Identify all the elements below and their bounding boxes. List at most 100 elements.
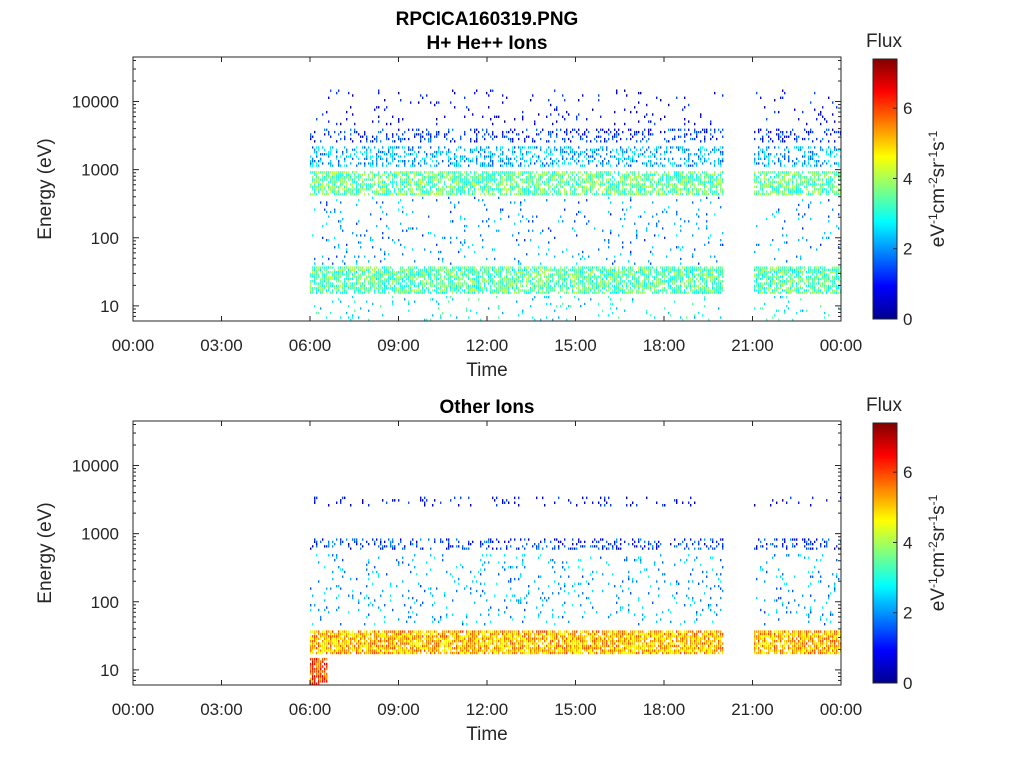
flux-cell <box>408 137 410 141</box>
flux-cell <box>722 268 724 271</box>
flux-cell <box>482 291 484 294</box>
flux-cell <box>348 280 350 283</box>
flux-cell <box>380 268 382 271</box>
flux-cell <box>832 291 834 294</box>
flux-cell <box>500 171 502 174</box>
flux-cell <box>510 188 512 191</box>
flux-cell <box>604 266 606 269</box>
flux-cell <box>578 280 580 283</box>
flux-cell <box>356 183 358 186</box>
flux-cell <box>578 273 580 276</box>
flux-cell <box>466 185 468 188</box>
flux-cell <box>808 157 810 160</box>
flux-cell <box>580 164 582 167</box>
flux-cell <box>654 148 656 151</box>
flux-cell <box>602 164 604 167</box>
flux-cell <box>800 180 802 184</box>
flux-cell <box>588 277 590 281</box>
flux-cell <box>606 173 608 176</box>
flux-cell <box>368 146 370 149</box>
flux-cell <box>690 271 692 274</box>
flux-cell <box>520 282 522 285</box>
flux-cell <box>758 271 760 274</box>
flux-cell <box>614 190 616 193</box>
flux-cell <box>462 282 464 285</box>
flux-cell <box>800 183 802 186</box>
flux-cell <box>676 280 678 283</box>
flux-cell <box>344 282 346 285</box>
flux-cell <box>450 287 452 290</box>
flux-cell <box>462 271 464 274</box>
flux-cell <box>420 135 422 138</box>
flux-cell <box>434 266 436 269</box>
flux-cell <box>450 171 452 174</box>
flux-cell <box>498 291 500 294</box>
flux-cell <box>606 146 608 149</box>
flux-cell <box>684 176 686 179</box>
flux-cell <box>470 128 472 131</box>
flux-cell <box>386 280 388 283</box>
flux-cell <box>492 171 494 174</box>
flux-cell <box>716 268 718 271</box>
flux-cell <box>688 164 690 167</box>
flux-cell <box>586 271 588 274</box>
flux-cell <box>512 171 514 174</box>
flux-cell <box>712 271 714 274</box>
flux-cell <box>808 277 810 281</box>
flux-cell <box>378 180 380 184</box>
flux-cell <box>422 190 424 193</box>
flux-cell <box>458 287 460 290</box>
flux-cell <box>574 160 576 163</box>
flux-cell <box>386 133 388 136</box>
flux-cell <box>430 178 432 181</box>
flux-cell <box>714 148 716 151</box>
flux-cell <box>722 271 724 274</box>
flux-cell <box>358 291 360 294</box>
flux-cell <box>312 273 314 276</box>
flux-cell <box>482 180 484 184</box>
flux-cell <box>778 146 780 149</box>
flux-cell <box>806 192 808 196</box>
flux-cell <box>418 173 420 176</box>
flux-cell <box>362 291 364 294</box>
flux-cell <box>312 287 314 290</box>
flux-cell <box>626 183 628 186</box>
flux-cell <box>508 178 510 181</box>
flux-cell <box>796 289 798 292</box>
flux-cell <box>528 266 530 269</box>
flux-cell <box>352 266 354 269</box>
flux-cell <box>392 185 394 188</box>
flux-cell <box>406 277 408 281</box>
flux-cell <box>402 266 404 269</box>
flux-cell <box>560 275 562 278</box>
flux-cell <box>416 155 418 158</box>
flux-cell <box>788 180 790 184</box>
flux-cell <box>404 160 406 163</box>
flux-cell <box>610 183 612 186</box>
flux-cell <box>496 188 498 191</box>
flux-cell <box>396 277 398 281</box>
flux-cell <box>502 133 504 136</box>
flux-cell <box>526 190 528 193</box>
flux-cell <box>696 289 698 292</box>
flux-cell <box>536 180 538 184</box>
flux-cell <box>532 183 534 186</box>
flux-cell <box>808 183 810 186</box>
flux-cell <box>668 171 670 174</box>
flux-cell <box>798 289 800 292</box>
flux-cell <box>504 289 506 292</box>
flux-cell <box>426 188 428 191</box>
flux-cell <box>448 150 450 154</box>
flux-cell <box>836 289 838 292</box>
flux-cell <box>378 280 380 283</box>
flux-cell <box>704 273 706 276</box>
flux-cell <box>430 268 432 271</box>
flux-cell <box>562 178 564 181</box>
flux-cell <box>506 192 508 196</box>
flux-cell <box>478 150 480 154</box>
flux-cell <box>796 287 798 290</box>
flux-cell <box>600 268 602 271</box>
flux-cell <box>356 275 358 278</box>
flux-cell <box>632 291 634 294</box>
flux-cell <box>528 171 530 174</box>
